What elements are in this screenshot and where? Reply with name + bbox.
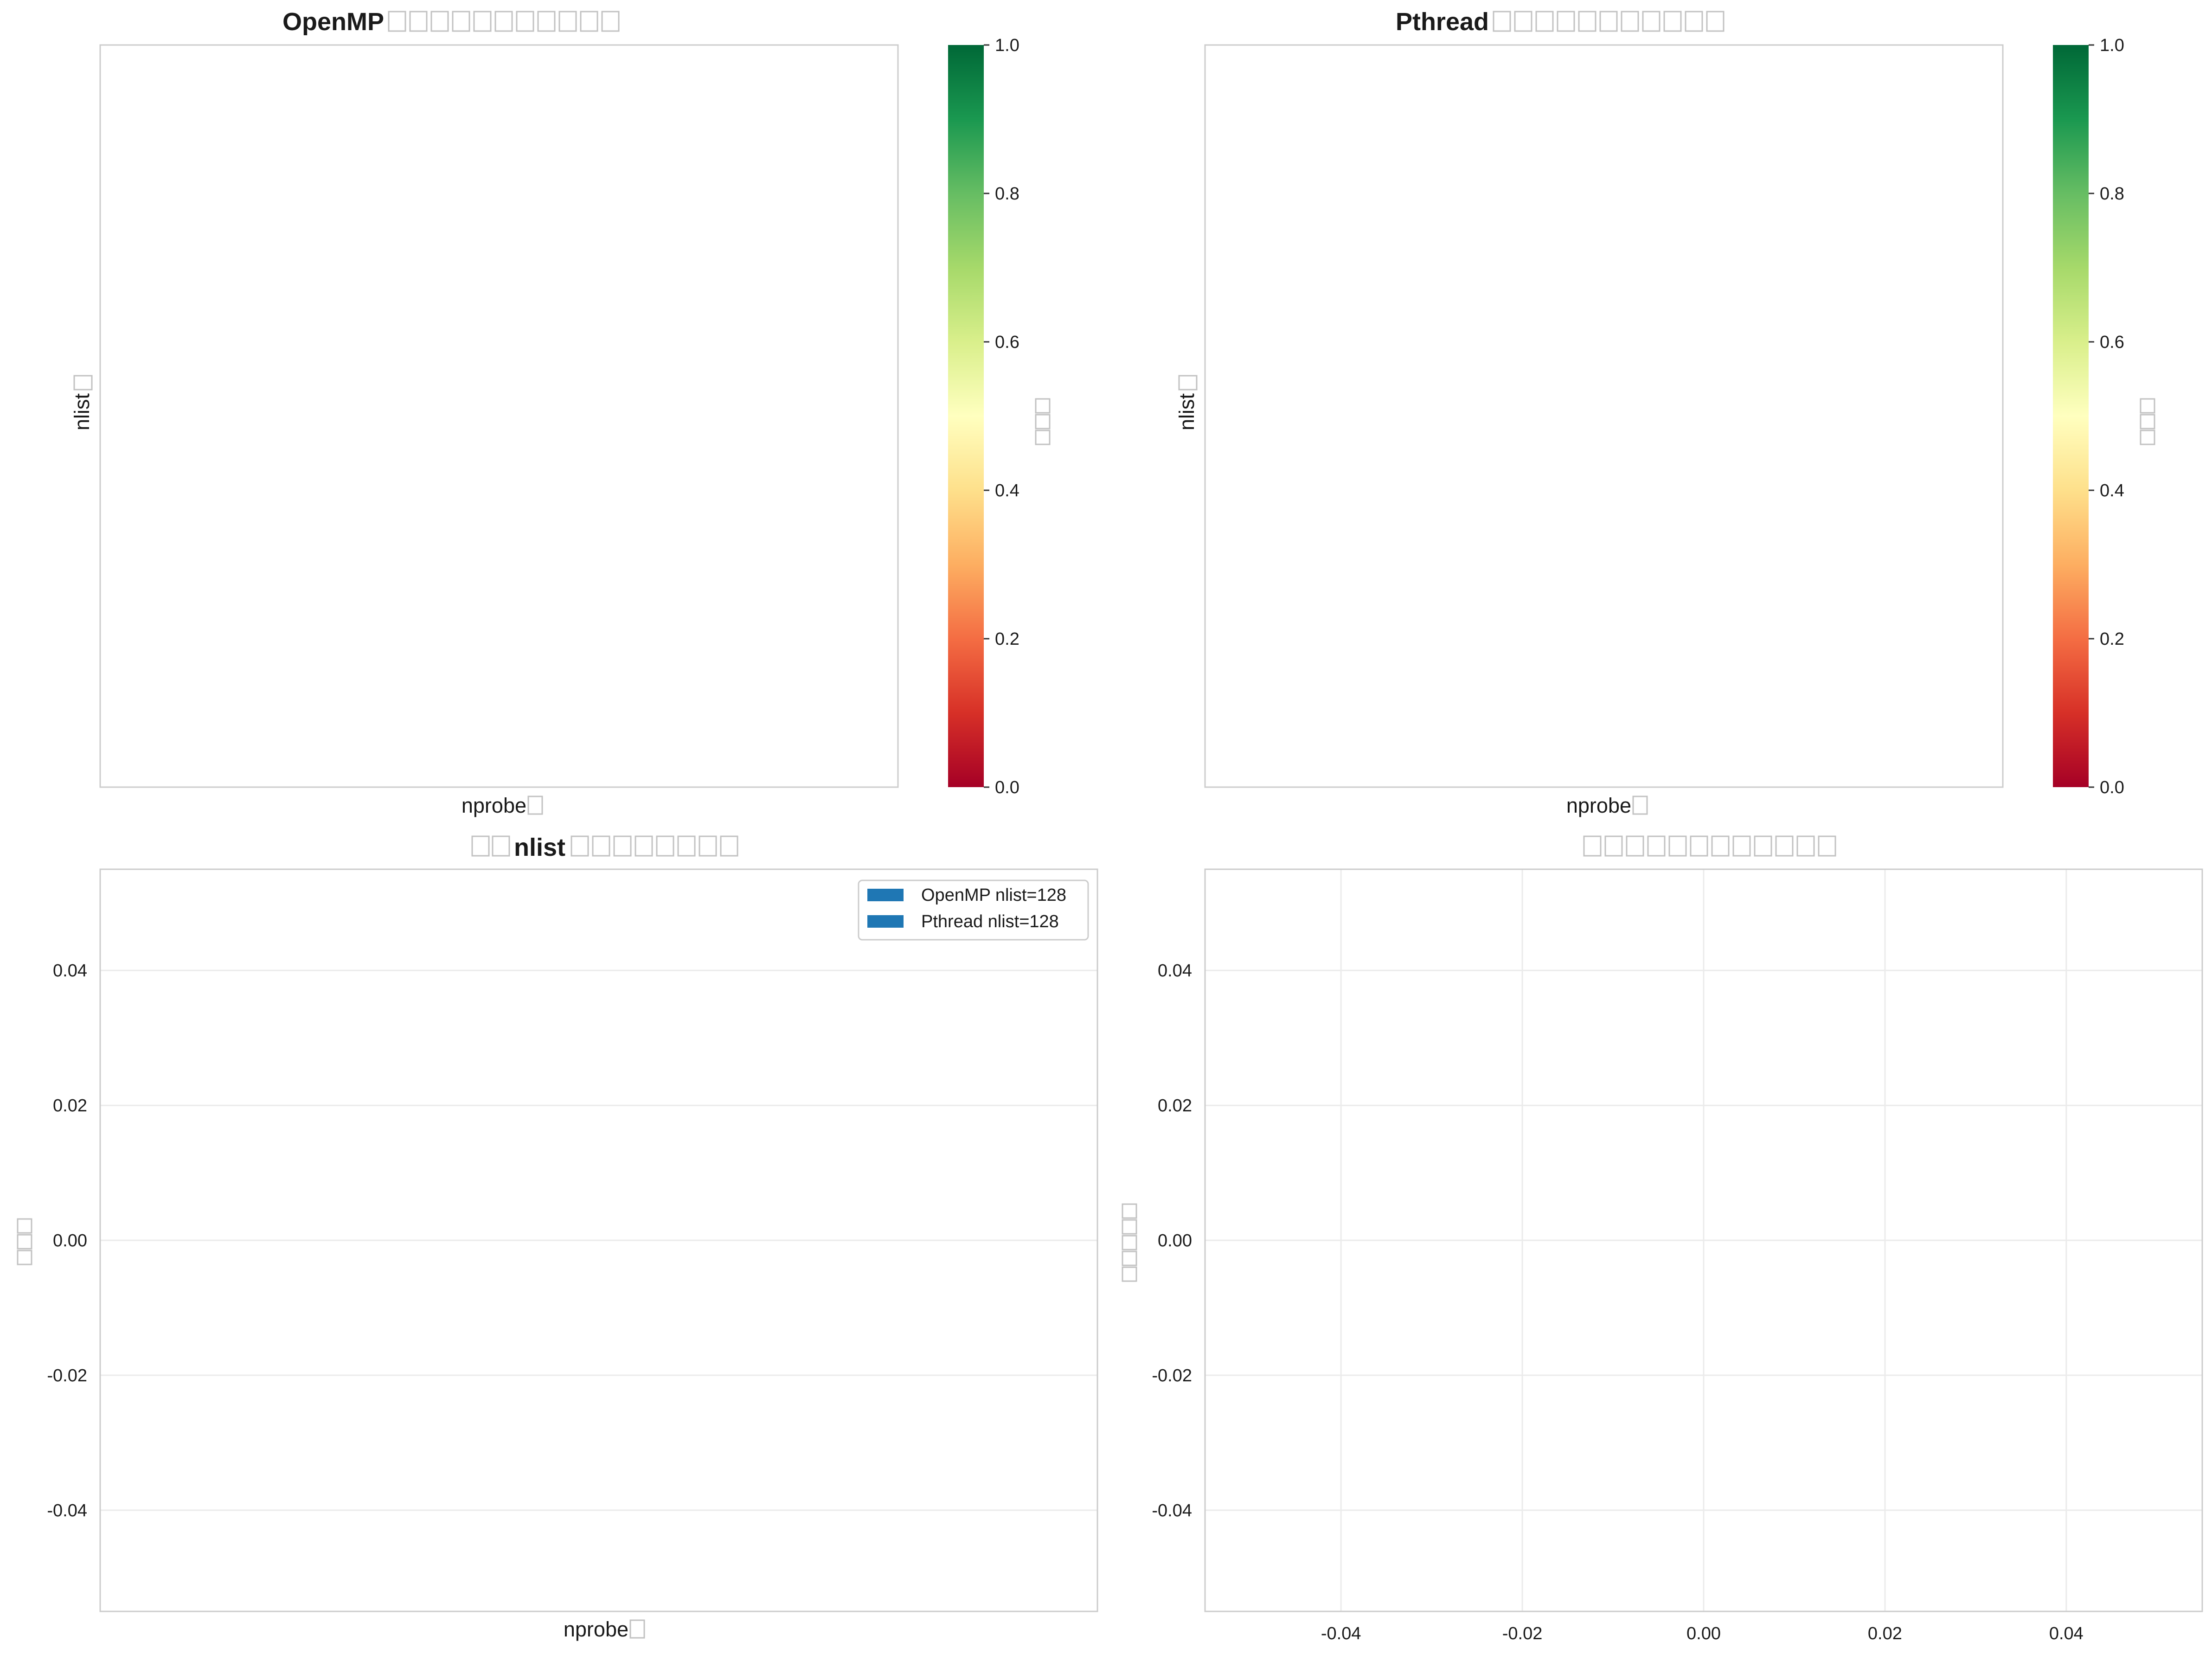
scatter-plot-area [1204, 868, 2203, 1612]
openmp-heatmap-xlabel: nprobe [462, 794, 526, 817]
scatter-gridlines [1205, 869, 2202, 1611]
legend-swatch-pthread [867, 915, 904, 928]
colorbar-tick-label: 0.6 [2100, 333, 2124, 352]
pthread-colorbar-label-tofu [2140, 398, 2155, 445]
colorbar-tick-label: 0.4 [995, 481, 1019, 500]
legend-swatch-openmp [867, 889, 904, 901]
scatter-xticks: -0.04 -0.02 0.00 0.02 0.04 [1321, 1624, 2084, 1643]
panel-empty-scatter: 0.040.020.00-0.02-0.04 -0.04 -0.02 0.00 0.0… [1122, 835, 2203, 1643]
bar-title-tofu-left [471, 835, 510, 857]
x-tick-label: -0.02 [1502, 1624, 1543, 1643]
y-tick-label: 0.04 [1158, 961, 1192, 981]
pthread-xlabel-tofu [1632, 795, 1648, 815]
pthread-colorbar [2053, 45, 2089, 787]
bar-title-tofu-right [571, 835, 738, 857]
pthread-heatmap-title: Pthread [1396, 8, 1489, 36]
bar-gridlines [100, 969, 1097, 1511]
pthread-heatmap-xlabel: nprobe [1566, 794, 1631, 817]
openmp-heatmap-plot-area [99, 44, 899, 788]
pthread-title-tofu [1493, 11, 1725, 32]
colorbar-tick-label: 0.6 [995, 333, 1019, 352]
panel-pthread-heatmap: Pthread nprobe nlist 0.0 0.2 0.4 0.6 0.8 1.0 [1175, 8, 2155, 817]
openmp-heatmap-ylabel: nlist [70, 393, 94, 430]
colorbar-tick-label: 0.0 [2100, 778, 2124, 797]
pthread-ylabel-tofu [1178, 375, 1198, 391]
colorbar-tick-label: 0.2 [995, 629, 1019, 649]
colorbar-tick-label: 0.2 [2100, 629, 2124, 649]
scatter-ylabel-tofu [1122, 1203, 1137, 1282]
bar-ylabel-tofu [17, 1218, 32, 1265]
openmp-ylabel-tofu [73, 375, 93, 391]
legend-label-openmp: OpenMP nlist=128 [921, 885, 1066, 905]
bar-xlabel-tofu [629, 1619, 645, 1639]
scatter-title-tofu [1583, 835, 1836, 857]
openmp-colorbar-ticks: 0.0 0.2 0.4 0.6 0.8 1.0 [984, 36, 1019, 797]
openmp-colorbar [948, 45, 984, 787]
y-tick-label: -0.04 [47, 1501, 87, 1520]
pthread-colorbar-ticks: 0.0 0.2 0.4 0.6 0.8 1.0 [2089, 36, 2124, 797]
y-tick-label: -0.02 [1152, 1366, 1192, 1386]
bar-plot-area [99, 868, 1098, 1612]
colorbar-tick-label: 1.0 [995, 36, 1019, 55]
y-tick-label: -0.02 [47, 1366, 87, 1386]
legend-label-pthread: Pthread nlist=128 [921, 912, 1059, 931]
panel-openmp-heatmap: OpenMP nprobe nlist 0.0 0.2 0.4 0.6 0.8 1.0 [70, 8, 1051, 817]
x-tick-label: 0.00 [1686, 1624, 1721, 1643]
y-tick-label: 0.04 [53, 961, 87, 981]
bar-yticks: 0.04 0.02 0.00 -0.02 -0.04 [47, 961, 87, 1520]
bar-legend-box [858, 879, 1089, 941]
openmp-heatmap-title: OpenMP [282, 8, 384, 36]
y-tick-label: -0.04 [1152, 1501, 1192, 1520]
openmp-title-tofu [388, 11, 620, 32]
y-tick-label: 0.00 [53, 1231, 87, 1251]
bar-legend: OpenMP nlist=128 Pthread nlist=128 [858, 879, 1089, 941]
openmp-colorbar-label-tofu [1035, 398, 1051, 445]
bar-chart-title: nlist [514, 834, 565, 861]
colorbar-tick-label: 0.0 [995, 778, 1019, 797]
y-tick-label: 0.02 [1158, 1096, 1192, 1116]
colorbar-tick-label: 1.0 [2100, 36, 2124, 55]
x-tick-label: 0.02 [1868, 1624, 1902, 1643]
colorbar-tick-label: 0.8 [2100, 184, 2124, 204]
x-tick-label: 0.04 [2049, 1624, 2084, 1643]
pthread-heatmap-plot-area [1204, 44, 2004, 788]
y-tick-label: 0.02 [53, 1096, 87, 1116]
colorbar-tick-label: 0.8 [995, 184, 1019, 204]
openmp-xlabel-tofu [527, 795, 543, 815]
panel-nlist-bar: nlist 0.04 0.02 0.00 -0.02 -0.04 nprobe Open… [17, 834, 1098, 1641]
colorbar-tick-label: 0.4 [2100, 481, 2124, 500]
pthread-heatmap-ylabel: nlist [1175, 393, 1199, 430]
bar-chart-xlabel: nprobe [564, 1617, 628, 1641]
y-tick-label: 0.00 [1158, 1231, 1192, 1251]
scatter-yticks: 0.04 0.02 0.00 -0.02 -0.04 [1152, 961, 1192, 1520]
x-tick-label: -0.04 [1321, 1624, 1361, 1643]
